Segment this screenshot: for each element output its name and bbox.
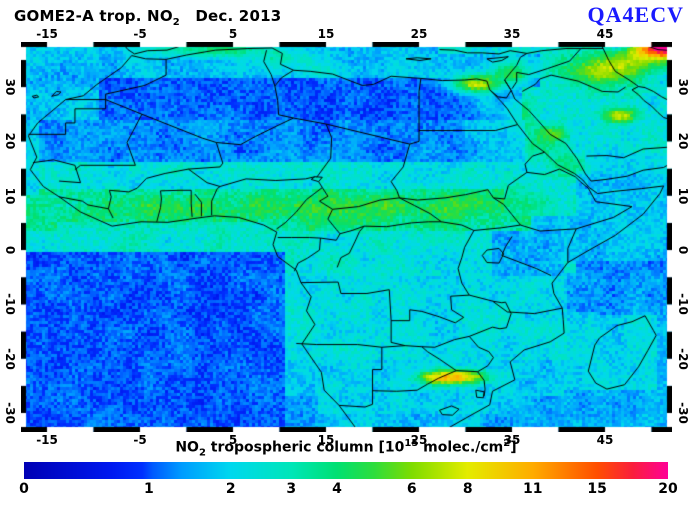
- title-date: Dec. 2013: [189, 7, 282, 25]
- colorbar-tick-label: 1: [144, 481, 154, 497]
- lon-tick-label: 45: [596, 27, 614, 41]
- colorbar-tick-label: 8: [462, 481, 473, 497]
- cb-label-mid: tropospheric column [10: [205, 439, 405, 456]
- lat-tick-label: -30: [676, 402, 690, 424]
- cb-label-no: NO: [175, 439, 199, 456]
- lat-tick-label: 30: [676, 78, 690, 96]
- cb-label-sup15: 15: [404, 438, 419, 449]
- title-subscript: 2: [172, 17, 180, 28]
- lat-tick-label: 10: [3, 187, 17, 205]
- lat-tick-label: -30: [3, 402, 17, 424]
- lon-tick-label: 15: [317, 433, 335, 447]
- colorbar-tick-label: 4: [332, 481, 342, 497]
- lat-tick-label: -10: [3, 293, 17, 316]
- lon-tick-label: 15: [317, 27, 335, 41]
- lat-tick-label: 0: [676, 245, 690, 255]
- lat-tick-label: 0: [3, 245, 17, 255]
- colorbar-tick-label: 3: [286, 481, 297, 497]
- lat-tick-label: -20: [3, 347, 17, 370]
- cb-label-sub2: 2: [198, 447, 206, 459]
- no2-map-canvas: [21, 42, 672, 432]
- colorbar-tick-label: 2: [225, 481, 236, 497]
- lon-tick-label: 5: [228, 27, 238, 41]
- lat-tick-label: 20: [3, 133, 17, 150]
- lat-tick-label: 10: [676, 187, 690, 205]
- colorbar-tick-label: 11: [523, 481, 543, 497]
- colorbar-tick-label: 0: [19, 481, 29, 497]
- lon-tick-label: 35: [503, 433, 521, 447]
- cb-label-sup2: 2: [503, 438, 511, 449]
- lat-tick-label: -10: [676, 293, 690, 316]
- page-title: GOME2-A trop. NO2 Dec. 2013: [14, 7, 281, 28]
- lon-tick-label: -15: [36, 27, 58, 41]
- cb-label-end: ]: [510, 439, 517, 456]
- lon-tick-label: 25: [410, 433, 428, 447]
- colorbar-title: NO2 tropospheric column [1015 molec./cm2…: [0, 438, 692, 458]
- title-instrument: GOME2-A trop. NO: [14, 7, 173, 25]
- lon-tick-label: -5: [133, 433, 147, 447]
- lon-tick-label: 45: [596, 433, 614, 447]
- colorbar-gradient: [24, 462, 668, 479]
- lon-tick-label: -15: [36, 433, 58, 447]
- lat-tick-label: 30: [3, 78, 17, 96]
- map-area: [21, 42, 672, 432]
- colorbar-tick-label: 15: [587, 481, 607, 497]
- lat-tick-label: -20: [676, 347, 690, 370]
- lon-tick-label: 35: [503, 27, 521, 41]
- lon-tick-label: -5: [133, 27, 147, 41]
- colorbar-tick-label: 6: [406, 481, 417, 497]
- lon-tick-label: 5: [228, 433, 238, 447]
- lat-tick-label: 20: [676, 133, 690, 150]
- colorbar-tick-label: 20: [658, 481, 678, 497]
- lon-tick-label: 25: [410, 27, 428, 41]
- qa4ecv-logo: QA4ECV: [587, 2, 684, 27]
- cb-label-mid2: molec./cm: [418, 439, 504, 456]
